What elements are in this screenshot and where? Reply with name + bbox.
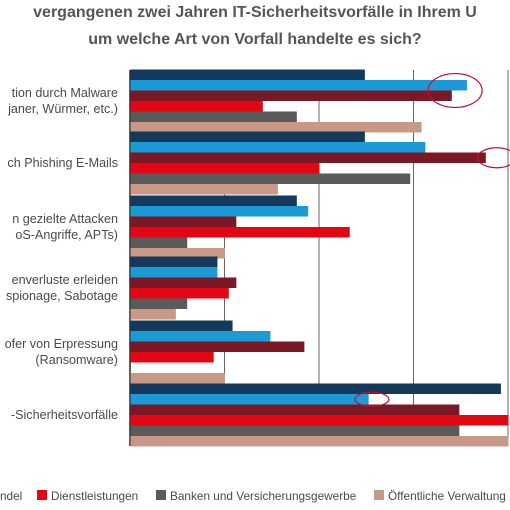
annotations xyxy=(354,72,510,407)
legend-swatch xyxy=(37,490,47,500)
bar xyxy=(130,163,320,174)
annotation-ellipse xyxy=(477,147,510,169)
title-line-1: vergangenen zwei Jahren IT-Sicherheitsvo… xyxy=(33,4,477,21)
category-label: (Ransomware) xyxy=(35,353,118,367)
bar xyxy=(130,415,509,426)
bar xyxy=(130,425,460,436)
legend-swatch xyxy=(374,490,384,500)
bar xyxy=(130,394,369,405)
bar xyxy=(130,341,305,352)
legend-label: Öffentliche Verwaltung xyxy=(388,489,506,503)
bar xyxy=(130,267,218,278)
title-line-2: um welche Art von Vorfall handelte es si… xyxy=(88,31,421,48)
legend-label: Dienstleistungen xyxy=(51,489,138,503)
bar xyxy=(130,256,218,267)
bar xyxy=(130,101,263,112)
category-label: janer, Würmer, etc.) xyxy=(7,102,118,116)
bar xyxy=(130,298,188,309)
bar xyxy=(130,248,225,259)
bar xyxy=(130,436,509,447)
category-label: -Sicherheitsvorfälle xyxy=(11,408,118,422)
bar xyxy=(130,90,452,101)
annotation-ellipse xyxy=(354,391,390,407)
bar xyxy=(130,152,486,163)
annotation-ellipse xyxy=(427,72,483,109)
category-label: spionage, Sabotage xyxy=(6,289,118,303)
legend-swatch xyxy=(156,490,166,500)
bar xyxy=(130,173,411,184)
bar xyxy=(130,142,426,153)
bar xyxy=(130,184,278,195)
bars xyxy=(130,69,509,447)
bar xyxy=(130,80,467,91)
chart-title: vergangenen zwei Jahren IT-Sicherheitsvo… xyxy=(33,4,477,48)
bar xyxy=(130,216,237,227)
category-label: ch Phishing E-Mails xyxy=(7,156,118,170)
bar xyxy=(130,111,297,122)
legend: ndel Dienstleistungen Banken und Versicher… xyxy=(0,489,506,503)
bar xyxy=(130,277,237,288)
bar xyxy=(130,122,422,133)
category-label: ofer von Erpressung xyxy=(5,337,118,351)
bar xyxy=(130,69,365,80)
bar xyxy=(130,227,350,238)
bar xyxy=(130,404,460,415)
bar xyxy=(130,288,229,299)
category-labels: tion durch Malware janer, Würmer, etc.) ch… xyxy=(5,86,118,422)
bar xyxy=(130,373,225,384)
bar xyxy=(130,331,271,342)
bar xyxy=(130,320,233,331)
bar xyxy=(130,206,309,217)
bar xyxy=(130,131,365,142)
category-label: enverluste erleiden xyxy=(12,273,118,287)
legend-label: Banken und Versicherungsgewerbe xyxy=(170,489,357,503)
legend-label: ndel xyxy=(0,489,22,503)
bar xyxy=(130,352,214,363)
category-label: tion durch Malware xyxy=(12,86,118,100)
bar xyxy=(130,383,501,394)
bar xyxy=(130,309,176,320)
category-label: n gezielte Attacken xyxy=(12,212,118,226)
bar xyxy=(130,237,188,248)
category-label: oS-Angriffe, APTs) xyxy=(15,228,118,242)
bar xyxy=(130,195,297,206)
